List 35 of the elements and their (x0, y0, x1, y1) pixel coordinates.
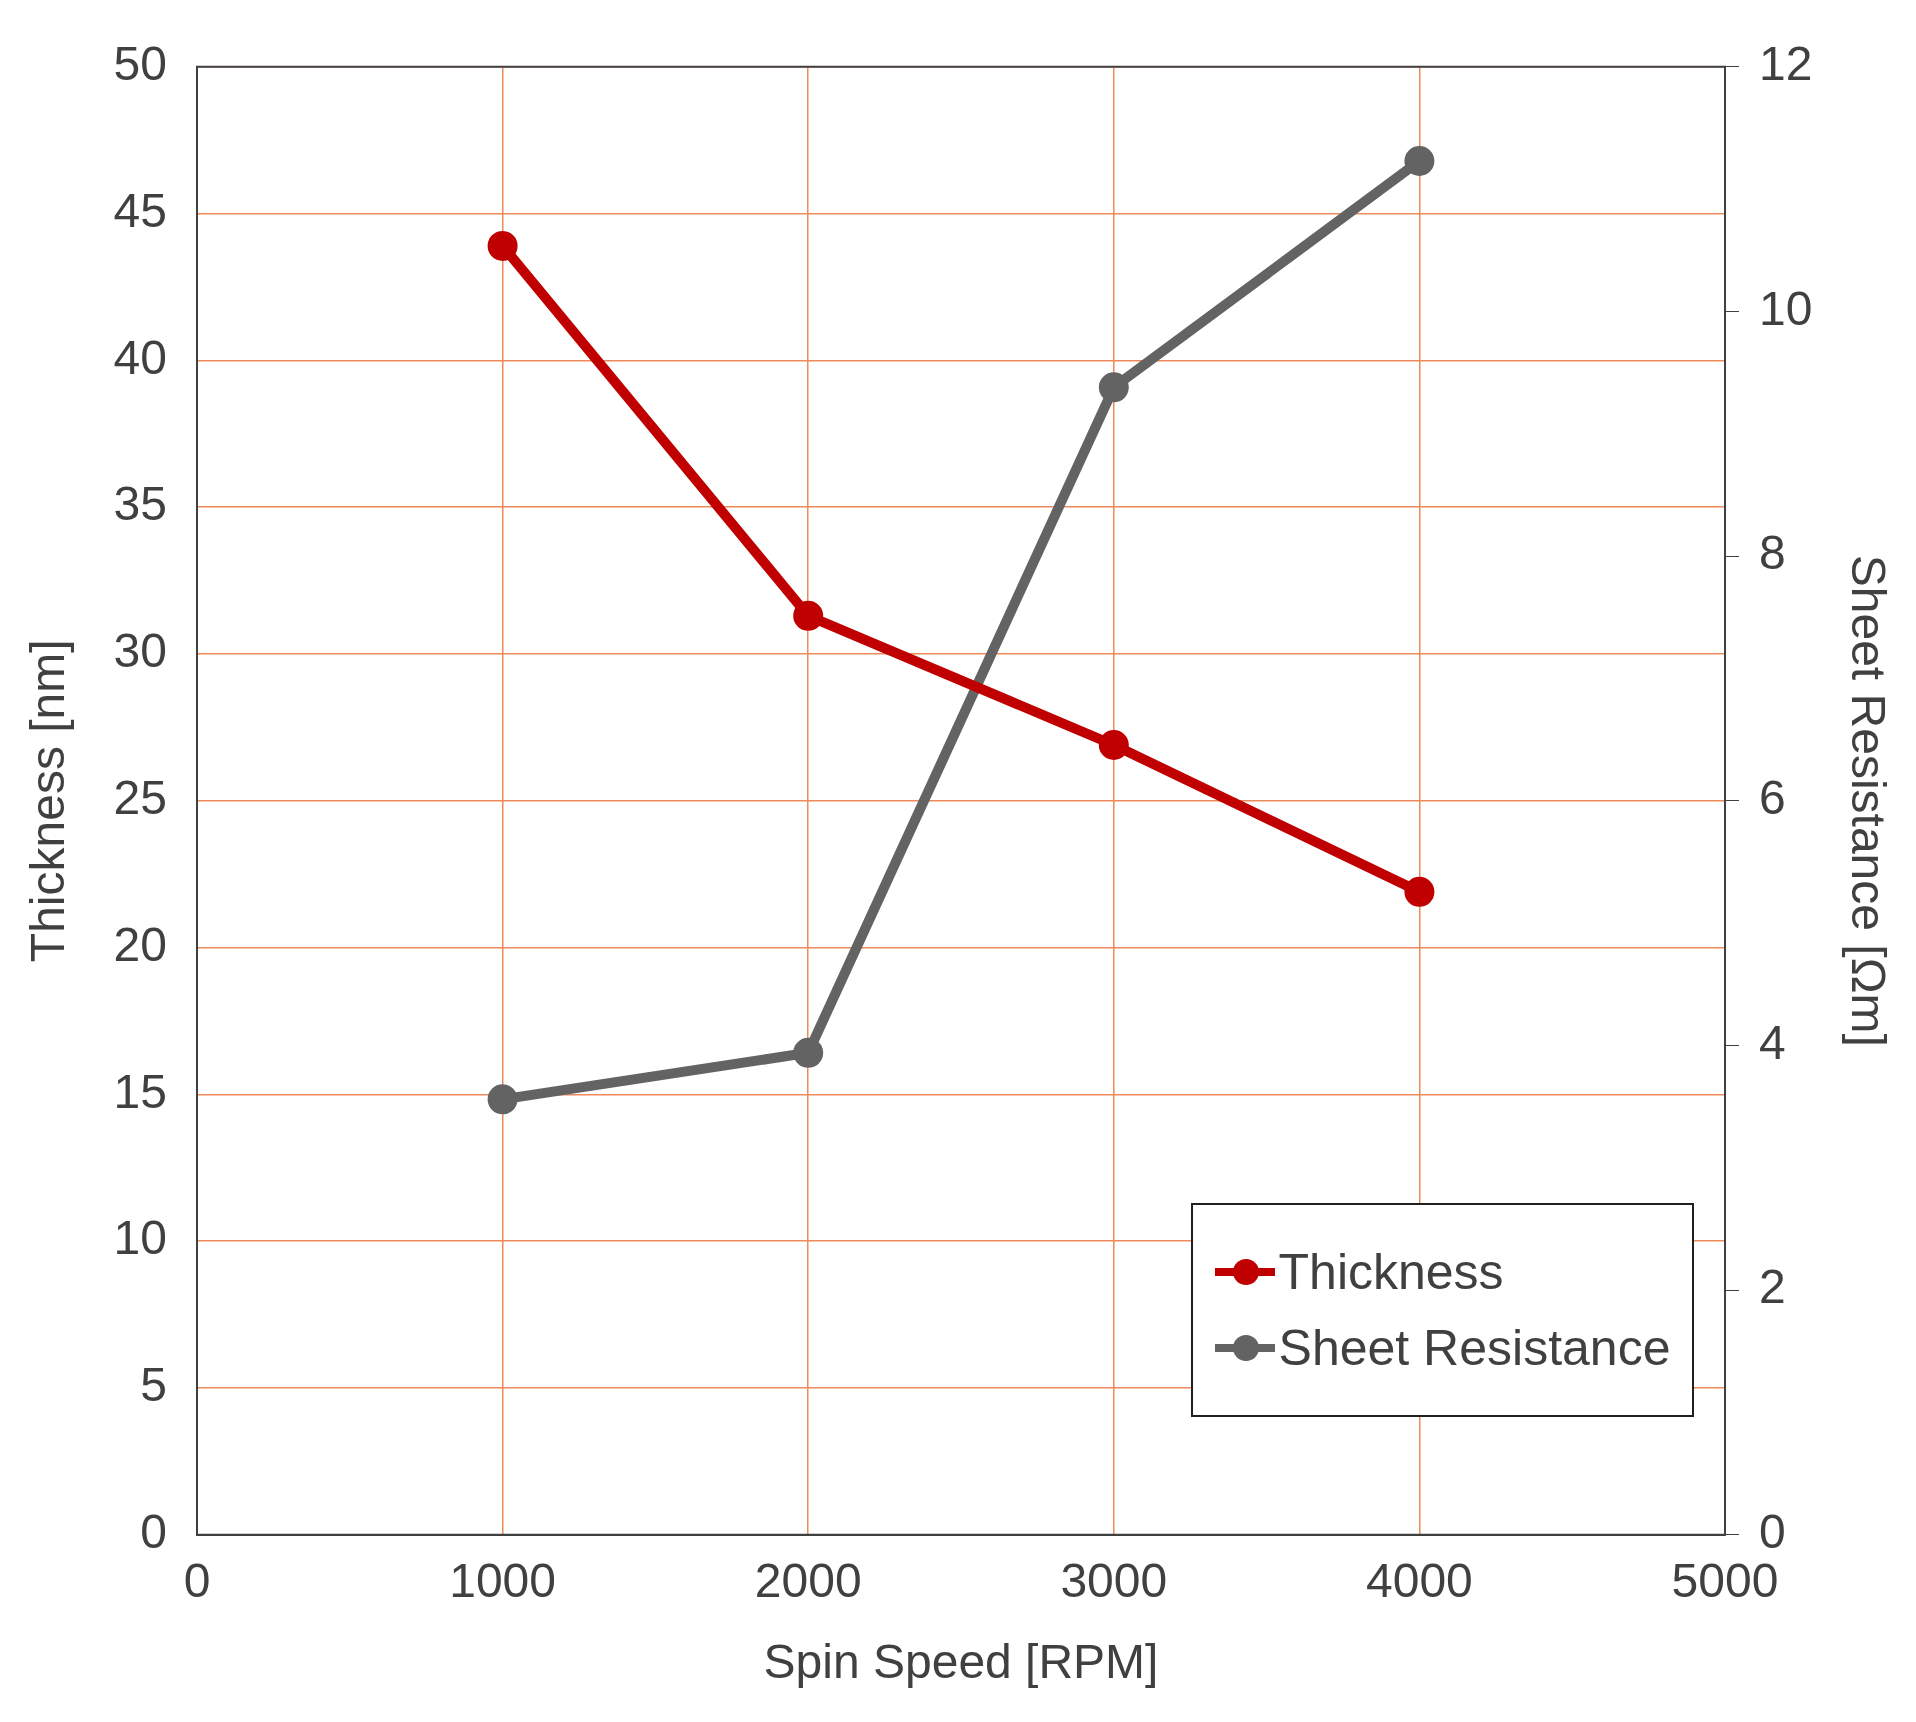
legend-label: Sheet Resistance (1278, 1319, 1671, 1378)
y-axis-title: Thickness [nm] (21, 639, 75, 963)
y2-tick-label: 12 (1759, 37, 1813, 91)
y-tick-label: 25 (113, 771, 167, 825)
y2-tick-label: 2 (1759, 1260, 1786, 1314)
y2-tick-label: 8 (1759, 526, 1786, 580)
point (1404, 146, 1435, 176)
x-tick-label: 4000 (1366, 1553, 1473, 1607)
y2-axis-title: Sheet Resistance [Ωm] (1841, 554, 1895, 1047)
y-tick-label: 50 (113, 37, 167, 91)
x-tick-label: 3000 (1060, 1553, 1168, 1607)
y-tick-label: 40 (113, 330, 167, 384)
point (793, 1037, 824, 1068)
point (1404, 876, 1435, 907)
y-tick-label: 20 (113, 917, 167, 971)
point (1098, 372, 1129, 403)
x-axis-title: Spin Speed [RPM] (763, 1635, 1159, 1689)
y-tick-label: 5 (140, 1358, 167, 1412)
point (793, 600, 824, 631)
point (487, 1084, 518, 1115)
y2-tick-label: 4 (1759, 1015, 1786, 1069)
point (487, 230, 518, 261)
y-tick-label: 45 (113, 183, 167, 237)
y2-tick-label: 10 (1759, 281, 1813, 335)
x-tick-label: 2000 (754, 1553, 862, 1607)
legend-label: Thickness (1278, 1243, 1504, 1302)
point (1098, 730, 1129, 761)
y-tick-label: 10 (113, 1211, 167, 1265)
x-tick-label: 1000 (449, 1553, 556, 1607)
x-tick-label: 0 (183, 1553, 211, 1607)
y-tick-label: 15 (113, 1064, 167, 1118)
y-tick-label: 0 (140, 1505, 167, 1559)
y2-tick-label: 6 (1759, 771, 1786, 825)
y-tick-label: 35 (113, 477, 167, 531)
y-tick-label: 30 (113, 624, 167, 678)
